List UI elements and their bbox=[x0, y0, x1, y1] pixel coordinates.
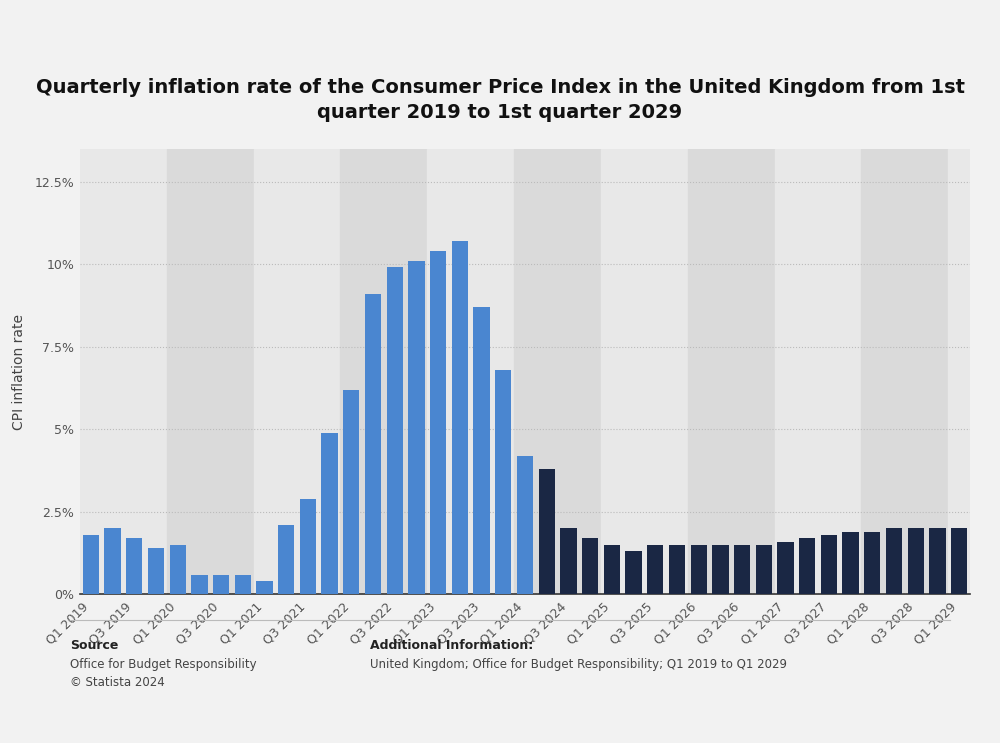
Bar bbox=[539, 469, 555, 594]
Bar bbox=[387, 267, 403, 594]
Bar bbox=[886, 528, 902, 594]
Bar bbox=[104, 528, 121, 594]
Bar bbox=[427, 149, 514, 594]
Bar bbox=[712, 545, 729, 594]
Text: United Kingdom; Office for Budget Responsibility; Q1 2019 to Q1 2029: United Kingdom; Office for Budget Respon… bbox=[370, 658, 787, 670]
Bar bbox=[80, 149, 167, 594]
Bar bbox=[777, 542, 794, 594]
Bar bbox=[343, 389, 359, 594]
Bar bbox=[842, 532, 859, 594]
Bar bbox=[340, 149, 427, 594]
Bar bbox=[430, 251, 446, 594]
Bar bbox=[560, 528, 577, 594]
Bar bbox=[365, 294, 381, 594]
Bar bbox=[669, 545, 685, 594]
Bar bbox=[604, 545, 620, 594]
Bar bbox=[601, 149, 688, 594]
Bar bbox=[951, 528, 967, 594]
Bar bbox=[647, 545, 663, 594]
Bar bbox=[625, 551, 642, 594]
Bar bbox=[256, 581, 273, 594]
Bar bbox=[83, 535, 99, 594]
Text: Office for Budget Responsibility: Office for Budget Responsibility bbox=[70, 658, 257, 670]
Bar bbox=[948, 149, 970, 594]
Bar bbox=[235, 574, 251, 594]
Bar bbox=[170, 545, 186, 594]
Bar bbox=[473, 307, 490, 594]
Bar bbox=[191, 574, 208, 594]
Bar bbox=[254, 149, 340, 594]
Bar bbox=[691, 545, 707, 594]
Bar bbox=[929, 528, 946, 594]
Bar bbox=[278, 525, 294, 594]
Bar bbox=[688, 149, 775, 594]
Bar bbox=[756, 545, 772, 594]
Bar bbox=[148, 548, 164, 594]
Bar bbox=[300, 499, 316, 594]
Bar bbox=[514, 149, 601, 594]
Bar bbox=[167, 149, 254, 594]
Text: © Statista 2024: © Statista 2024 bbox=[70, 676, 165, 689]
Bar bbox=[775, 149, 861, 594]
Bar bbox=[821, 535, 837, 594]
Bar bbox=[582, 538, 598, 594]
Bar bbox=[734, 545, 750, 594]
Text: Additional Information:: Additional Information: bbox=[370, 639, 533, 652]
Text: Quarterly inflation rate of the Consumer Price Index in the United Kingdom from : Quarterly inflation rate of the Consumer… bbox=[36, 78, 964, 122]
Bar bbox=[126, 538, 142, 594]
Bar bbox=[861, 149, 948, 594]
Bar bbox=[213, 574, 229, 594]
Bar bbox=[495, 370, 511, 594]
Bar bbox=[408, 261, 425, 594]
Bar bbox=[321, 432, 338, 594]
Text: Source: Source bbox=[70, 639, 118, 652]
Bar bbox=[908, 528, 924, 594]
Bar bbox=[799, 538, 815, 594]
Y-axis label: CPI inflation rate: CPI inflation rate bbox=[12, 314, 26, 429]
Bar bbox=[452, 241, 468, 594]
Bar bbox=[864, 532, 880, 594]
Bar bbox=[517, 455, 533, 594]
